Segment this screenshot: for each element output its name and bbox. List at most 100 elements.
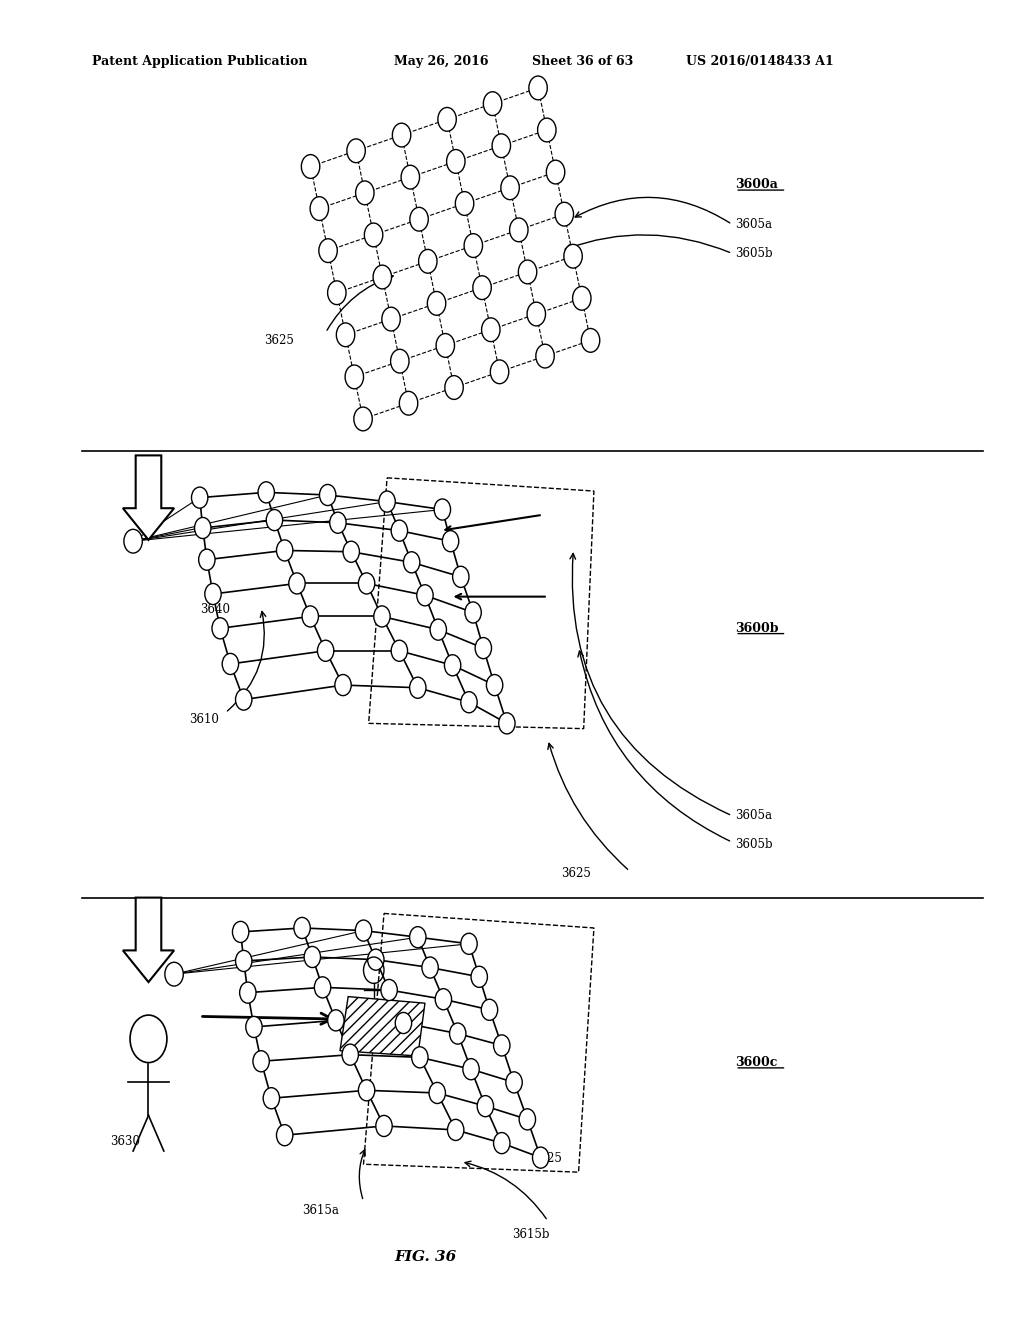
Circle shape — [330, 512, 346, 533]
Circle shape — [232, 921, 249, 942]
Text: 3605b: 3605b — [735, 247, 773, 260]
Circle shape — [419, 249, 437, 273]
Circle shape — [506, 1072, 522, 1093]
Circle shape — [253, 1051, 269, 1072]
Circle shape — [430, 619, 446, 640]
Circle shape — [319, 484, 336, 506]
Text: 3605a: 3605a — [735, 809, 772, 822]
Circle shape — [401, 165, 420, 189]
Polygon shape — [123, 455, 174, 540]
Text: Sheet 36 of 63: Sheet 36 of 63 — [532, 55, 634, 69]
Circle shape — [222, 653, 239, 675]
Text: 3625: 3625 — [532, 1152, 562, 1166]
Text: 3625: 3625 — [264, 334, 294, 347]
Circle shape — [464, 234, 482, 257]
Circle shape — [205, 583, 221, 605]
Circle shape — [453, 566, 469, 587]
Circle shape — [536, 345, 554, 368]
Circle shape — [358, 1080, 375, 1101]
Text: 3630: 3630 — [111, 1135, 140, 1148]
Circle shape — [582, 329, 600, 352]
Circle shape — [490, 360, 509, 384]
Circle shape — [310, 197, 329, 220]
Circle shape — [555, 202, 573, 226]
Circle shape — [191, 487, 208, 508]
Circle shape — [335, 675, 351, 696]
Circle shape — [289, 573, 305, 594]
Circle shape — [444, 655, 461, 676]
Circle shape — [328, 1010, 344, 1031]
Circle shape — [532, 1147, 549, 1168]
Circle shape — [450, 1023, 466, 1044]
Circle shape — [263, 1088, 280, 1109]
Circle shape — [345, 366, 364, 389]
Polygon shape — [340, 997, 425, 1056]
Circle shape — [501, 176, 519, 199]
Circle shape — [461, 933, 477, 954]
Circle shape — [358, 573, 375, 594]
Text: FIG. 36: FIG. 36 — [394, 1250, 457, 1263]
Circle shape — [381, 979, 397, 1001]
Circle shape — [354, 407, 373, 430]
Text: 3605b: 3605b — [735, 838, 773, 851]
Circle shape — [412, 1047, 428, 1068]
Circle shape — [444, 376, 463, 400]
Circle shape — [195, 517, 211, 539]
Circle shape — [494, 1035, 510, 1056]
Circle shape — [518, 260, 537, 284]
Circle shape — [379, 491, 395, 512]
Circle shape — [477, 1096, 494, 1117]
Circle shape — [336, 323, 354, 347]
Circle shape — [124, 529, 142, 553]
Circle shape — [519, 1109, 536, 1130]
Text: 3605a: 3605a — [735, 218, 772, 231]
Text: May 26, 2016: May 26, 2016 — [394, 55, 488, 69]
Circle shape — [435, 989, 452, 1010]
Circle shape — [547, 160, 565, 183]
Circle shape — [572, 286, 591, 310]
Circle shape — [483, 92, 502, 116]
Circle shape — [304, 946, 321, 968]
Circle shape — [434, 499, 451, 520]
Text: 3640: 3640 — [200, 603, 229, 616]
Circle shape — [343, 541, 359, 562]
Circle shape — [276, 1125, 293, 1146]
Circle shape — [376, 1115, 392, 1137]
Circle shape — [494, 1133, 510, 1154]
Circle shape — [301, 154, 319, 178]
Text: 3600c: 3600c — [735, 1056, 777, 1069]
Circle shape — [410, 207, 428, 231]
Circle shape — [391, 640, 408, 661]
Circle shape — [417, 585, 433, 606]
Circle shape — [302, 606, 318, 627]
Circle shape — [446, 149, 465, 173]
Circle shape — [403, 552, 420, 573]
Circle shape — [438, 107, 457, 131]
Circle shape — [456, 191, 474, 215]
Text: 3625: 3625 — [561, 867, 591, 880]
Circle shape — [395, 1012, 412, 1034]
Circle shape — [410, 927, 426, 948]
Circle shape — [276, 540, 293, 561]
Text: 3600b: 3600b — [735, 622, 778, 635]
Circle shape — [422, 957, 438, 978]
Circle shape — [236, 689, 252, 710]
Circle shape — [465, 602, 481, 623]
Circle shape — [527, 302, 546, 326]
Polygon shape — [123, 898, 174, 982]
Circle shape — [266, 510, 283, 531]
Text: 3600a: 3600a — [735, 178, 778, 191]
Circle shape — [328, 281, 346, 305]
Circle shape — [342, 1044, 358, 1065]
Circle shape — [236, 950, 252, 972]
Circle shape — [473, 276, 492, 300]
Circle shape — [436, 334, 455, 358]
Circle shape — [429, 1082, 445, 1104]
Circle shape — [475, 638, 492, 659]
Circle shape — [538, 117, 556, 141]
Circle shape — [355, 920, 372, 941]
Circle shape — [481, 318, 500, 342]
Circle shape — [463, 1059, 479, 1080]
Circle shape — [493, 133, 511, 157]
Circle shape — [317, 640, 334, 661]
